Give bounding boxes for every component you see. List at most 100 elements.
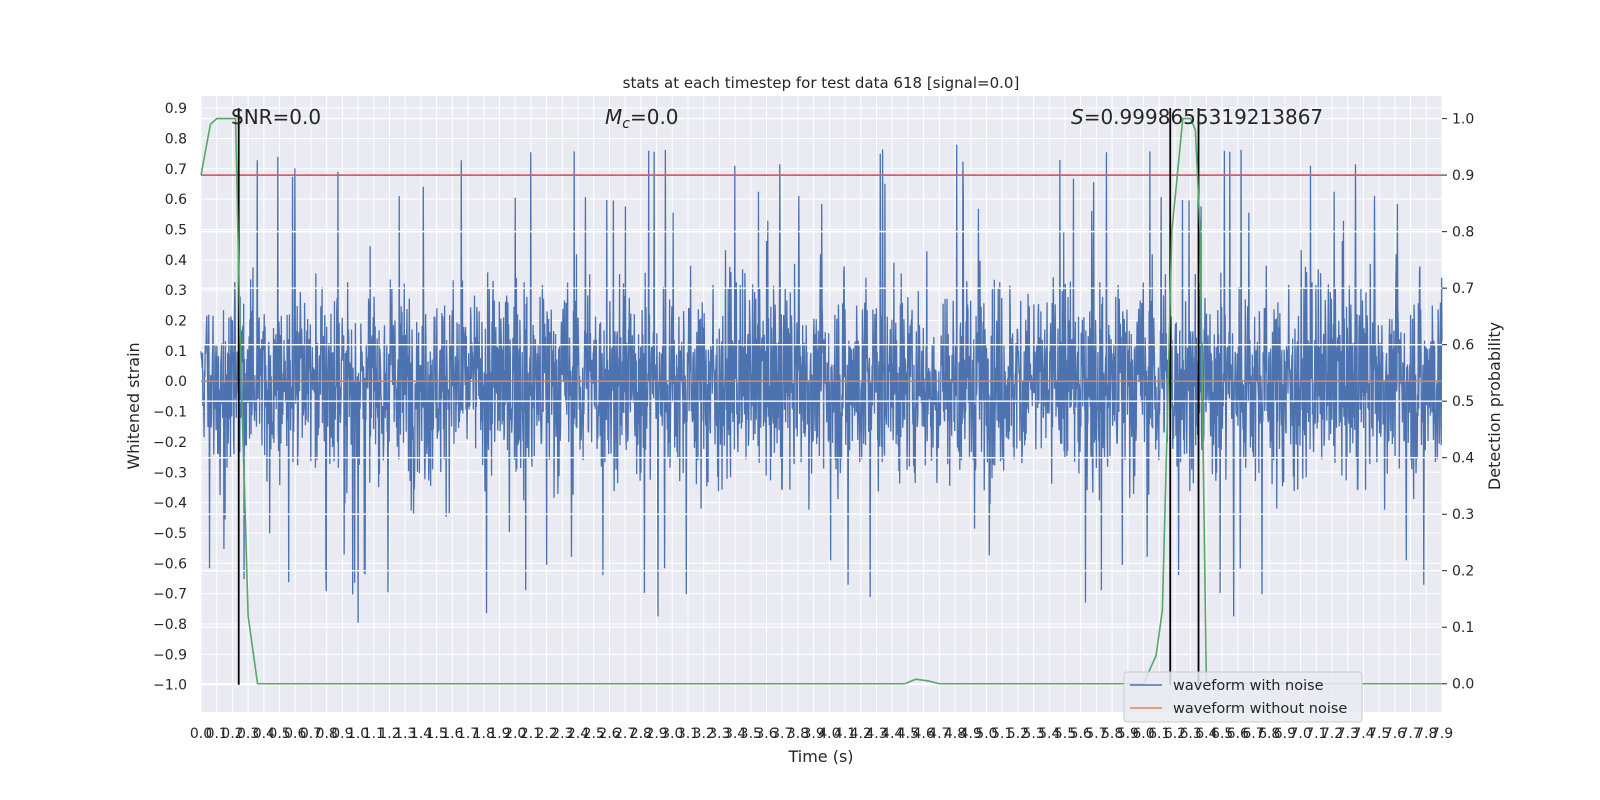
x-tick-label: 6.8 (1258, 726, 1280, 742)
y-tick-label: −0.2 (153, 435, 187, 451)
x-tick-label: 6.0 (1132, 726, 1154, 742)
x-tick-label: 1.5 (426, 726, 448, 742)
x-tick-label: 2.3 (551, 726, 573, 742)
y2-tick-label: 0.8 (1452, 225, 1474, 241)
detection-probability-line (200, 117, 1442, 685)
y2-tick-label: 0.7 (1452, 281, 1474, 297)
annotation-mc-subscript: c (622, 116, 630, 132)
x-tick-label: 5.8 (1101, 726, 1123, 742)
x-tick-label: 5.3 (1022, 726, 1044, 742)
x-tick-label: 6.9 (1274, 726, 1296, 742)
series-lines (200, 108, 1442, 685)
x-tick-label: 7.3 (1337, 726, 1359, 742)
x-tick-label: 6.2 (1164, 726, 1186, 742)
x-tick-label: 0.9 (331, 726, 353, 742)
y-tick-label: −0.9 (153, 647, 187, 663)
legend-label-waveform-without-noise: waveform without noise (1173, 701, 1347, 717)
y2-tick-label: 0.4 (1452, 451, 1474, 467)
y2-axis-label: Detection probability (1485, 322, 1504, 490)
y-tick-label: −0.7 (153, 587, 187, 603)
y-axis-label: Whitened strain (124, 342, 143, 469)
annotation-snr: SNR=0.0 (231, 105, 321, 129)
y2-tick-label: 0.1 (1452, 620, 1474, 636)
x-tick-labels: 0.00.10.20.30.40.50.60.70.80.91.01.11.21… (190, 726, 1453, 742)
legend-box (1123, 671, 1363, 723)
x-tick-label: 1.7 (457, 726, 479, 742)
x-tick-label: 7.2 (1321, 726, 1343, 742)
x-tick-label: 6.7 (1242, 726, 1264, 742)
x-tick-label: 0.2 (221, 726, 243, 742)
x-tick-label: 2.6 (598, 726, 620, 742)
annotation-s: S=0.9998655319213867 (1071, 105, 1323, 129)
x-tick-label: 1.3 (394, 726, 416, 742)
y-tick-labels: 0.9 0.8 0.7 0.6 0.5 0.4 0.3 0.2 0.1 0.0 −0.1 −0.2 −0… (153, 101, 187, 694)
y-tick-label: 0.9 (165, 101, 187, 117)
x-tick-label: 5.7 (1085, 726, 1107, 742)
y-tick-label: 0.2 (165, 314, 187, 330)
y2-tick-label: 0.2 (1452, 564, 1474, 580)
y-tick-label: 0.6 (165, 192, 187, 208)
x-tick-label: 1.2 (378, 726, 400, 742)
x-tick-label: 6.6 (1227, 726, 1249, 742)
x-tick-label: 3.5 (740, 726, 762, 742)
x-tick-label: 2.7 (614, 726, 636, 742)
x-axis-label: Time (s) (787, 747, 853, 766)
x-tick-label: 5.9 (1117, 726, 1139, 742)
y-tick-label: −0.1 (153, 405, 187, 421)
x-tick-label: 6.3 (1180, 726, 1202, 742)
annotation-mc-symbol: M (605, 105, 622, 129)
x-tick-label: 5.6 (1070, 726, 1092, 742)
x-tick-label: 0.0 (190, 726, 212, 742)
y2-tick-label: 1.0 (1452, 112, 1474, 128)
y-tick-label: −0.8 (153, 617, 187, 633)
y-tick-label: 0.8 (165, 131, 187, 147)
x-tick-label: 3.0 (661, 726, 683, 742)
y-tick-label: 0.1 (165, 344, 187, 360)
y2-tick-label: 0.3 (1452, 507, 1474, 523)
x-tick-label: 0.1 (206, 726, 228, 742)
series-waveform-with-noise (200, 144, 1443, 623)
x-tick-label: 4.9 (960, 726, 982, 742)
x-tick-label: 3.2 (693, 726, 715, 742)
x-tick-label: 5.1 (991, 726, 1013, 742)
y2-gridlines (201, 117, 1442, 685)
annotation-mc-value: =0.0 (630, 105, 679, 129)
y-tick-label: −0.6 (153, 556, 187, 572)
x-tick-label: 4.5 (897, 726, 919, 742)
y-tick-label: −1.0 (153, 678, 187, 694)
x-tick-label: 4.6 (912, 726, 934, 742)
x-tick-label: 3.8 (787, 726, 809, 742)
x-tick-label: 2.8 (630, 726, 652, 742)
x-tick-label: 2.0 (504, 726, 526, 742)
x-tick-label: 5.4 (1038, 726, 1060, 742)
x-tick-label: 1.9 (488, 726, 510, 742)
annotation-s-symbol: S (1071, 105, 1084, 129)
x-tick-label: 1.0 (347, 726, 369, 742)
x-tick-label: 0.6 (284, 726, 306, 742)
x-tick-label: 7.1 (1305, 726, 1327, 742)
x-tick-label: 2.9 (645, 726, 667, 742)
y-tick-label: −0.3 (153, 465, 187, 481)
x-tick-label: 7.7 (1399, 726, 1421, 742)
x-tick-label: 5.0 (975, 726, 997, 742)
x-tick-label: 7.9 (1431, 726, 1453, 742)
x-tick-label: 3.6 (755, 726, 777, 742)
y-tick-label: 0.3 (165, 283, 187, 299)
x-tick-label: 7.5 (1368, 726, 1390, 742)
x-tick-label: 4.3 (865, 726, 887, 742)
y-tick-label: −0.4 (153, 496, 187, 512)
x-tick-label: 6.1 (1148, 726, 1170, 742)
x-tick-label: 0.5 (268, 726, 290, 742)
x-tick-label: 1.8 (473, 726, 495, 742)
x-tick-label: 1.1 (363, 726, 385, 742)
x-tick-label: 4.7 (928, 726, 950, 742)
y2-tick-label: 0.5 (1452, 394, 1474, 410)
y-tick-label: 0.7 (165, 162, 187, 178)
annotation-s-value: =0.9998655319213867 (1084, 105, 1323, 129)
x-tick-label: 0.4 (253, 726, 275, 742)
x-tick-label: 0.3 (237, 726, 259, 742)
x-tick-label: 6.5 (1211, 726, 1233, 742)
chart-title: stats at each timestep for test data 618… (623, 74, 1020, 92)
x-tick-label: 3.9 (803, 726, 825, 742)
